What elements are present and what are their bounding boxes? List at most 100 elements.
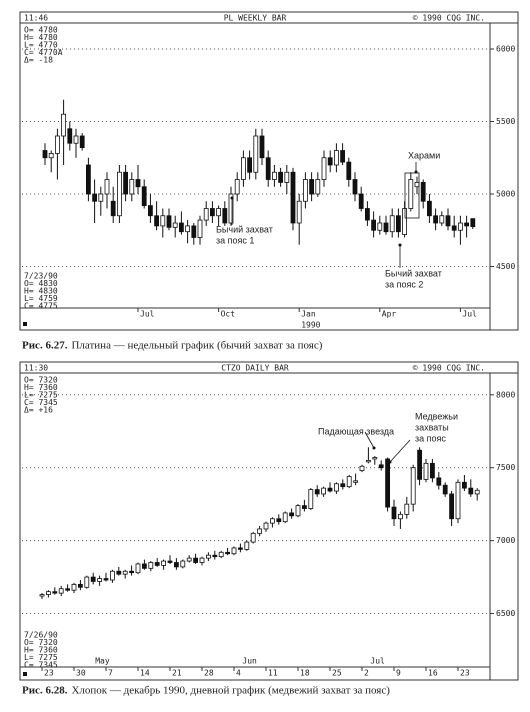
annotation: Падающая звезда — [318, 426, 394, 436]
candle-body — [410, 467, 416, 505]
candle-body — [327, 157, 333, 166]
info-line: L= 4770 — [24, 41, 58, 50]
candle-body — [378, 464, 384, 469]
x-tick-label: Apr — [382, 310, 397, 319]
candle-body — [216, 208, 222, 217]
candle-body — [377, 222, 383, 231]
candle-body — [42, 150, 48, 159]
figure-number: Рис. 6.27. — [22, 340, 68, 352]
candle-body — [259, 135, 265, 159]
corner-marker — [23, 672, 27, 676]
x-tick-label: 23 — [44, 669, 54, 678]
candle-body — [263, 522, 269, 530]
x-tick-label-secondary: Jun — [242, 657, 257, 666]
y-tick-label: 7000 — [496, 536, 515, 545]
figure-number: Рис. 6.28. — [22, 685, 68, 697]
candle-body — [271, 171, 277, 180]
candle-body — [116, 570, 122, 575]
x-tick-label-secondary: 1990 — [301, 321, 320, 330]
candle-body — [383, 222, 389, 233]
candle-body — [110, 570, 115, 581]
candle-body — [372, 457, 378, 460]
candle-body — [353, 480, 359, 483]
last-bar-line: H= 4830 — [24, 287, 58, 296]
last-bar-line: H= 7360 — [24, 646, 58, 655]
candle-body — [455, 481, 461, 520]
candle-body — [340, 150, 346, 163]
x-tick-label: 11 — [268, 669, 278, 678]
candle-body — [420, 181, 426, 202]
corner-marker — [23, 322, 27, 326]
candle-body — [52, 591, 58, 594]
candle-body — [172, 222, 178, 228]
candle-body — [104, 179, 110, 195]
candle-body — [160, 215, 166, 227]
info-line: Δ= +16 — [24, 406, 53, 415]
candle-body — [426, 200, 432, 217]
candle-body — [417, 449, 423, 480]
x-tick-label: Jan — [301, 310, 316, 319]
annotation: за пояс — [415, 433, 446, 443]
info-line: O= 4780 — [24, 26, 58, 35]
candle-body — [148, 562, 154, 569]
candle-body — [423, 462, 429, 480]
x-tick-label: 2 — [364, 669, 369, 678]
highlight-box — [404, 172, 420, 219]
candle-body — [225, 551, 231, 555]
candle-body — [265, 157, 271, 180]
annotation: Медвежьи — [415, 411, 458, 421]
x-tick-label: Jul — [140, 310, 155, 319]
candle-body — [250, 532, 256, 543]
info-line: H= 4780 — [24, 33, 58, 42]
candle-body — [222, 208, 228, 224]
candle-body — [90, 576, 96, 582]
candle-body — [129, 570, 135, 574]
candle-body — [333, 483, 339, 492]
candle-body — [71, 583, 77, 591]
annotation-arrow — [364, 431, 375, 449]
candle-body — [308, 489, 314, 509]
candle-body — [289, 512, 295, 517]
candle-body — [445, 215, 451, 227]
candle-body — [340, 483, 346, 488]
candle-body — [333, 150, 339, 166]
candle-body — [79, 135, 85, 148]
candle-body — [371, 219, 377, 231]
candle-body — [129, 179, 135, 195]
candle-body — [154, 562, 160, 566]
chart-frame — [19, 11, 519, 331]
copyright: © 1990 CQG INC. — [413, 364, 485, 373]
candle-body — [365, 460, 371, 463]
y-tick-label: 8000 — [496, 390, 515, 399]
candle-body — [39, 594, 45, 597]
last-bar-line: 7/23/90 — [24, 272, 58, 281]
candle-body — [205, 554, 211, 559]
candle-body — [295, 505, 301, 517]
last-bar-line: 7/26/90 — [24, 631, 58, 640]
x-tick-label: 14 — [140, 669, 150, 678]
info-line: L= 7275 — [24, 391, 58, 400]
y-tick-label: 5000 — [496, 190, 515, 199]
header-time: 11:30 — [24, 364, 48, 373]
candle-body — [240, 157, 246, 180]
last-bar-line: O= 4830 — [24, 279, 58, 288]
candle-body — [309, 179, 315, 195]
y-tick-label: 5500 — [496, 117, 515, 126]
candle-body — [433, 215, 439, 224]
candle-body — [408, 179, 414, 209]
x-tick-label: Jul — [462, 310, 477, 319]
candle-body — [442, 484, 448, 495]
arrow-head — [230, 196, 234, 200]
candle-body — [449, 493, 455, 520]
candle-body — [65, 588, 70, 591]
candle-body — [315, 179, 321, 195]
candle-body — [167, 560, 173, 563]
candle-body — [257, 528, 263, 534]
x-tick-label: 25 — [332, 669, 342, 678]
x-tick-label: 4 — [236, 669, 241, 678]
candle-body — [58, 588, 64, 594]
candle-body — [276, 518, 282, 523]
candle-body — [123, 171, 128, 195]
candle-body — [209, 208, 215, 217]
